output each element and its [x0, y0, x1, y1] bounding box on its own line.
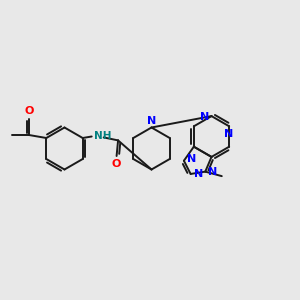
Text: O: O — [112, 159, 121, 169]
Text: N: N — [187, 154, 196, 164]
Text: O: O — [24, 106, 34, 116]
Text: N: N — [208, 167, 218, 177]
Text: N: N — [194, 169, 203, 179]
Text: N: N — [224, 129, 233, 139]
Text: NH: NH — [94, 130, 112, 141]
Text: N: N — [200, 112, 209, 122]
Text: N: N — [147, 116, 156, 126]
